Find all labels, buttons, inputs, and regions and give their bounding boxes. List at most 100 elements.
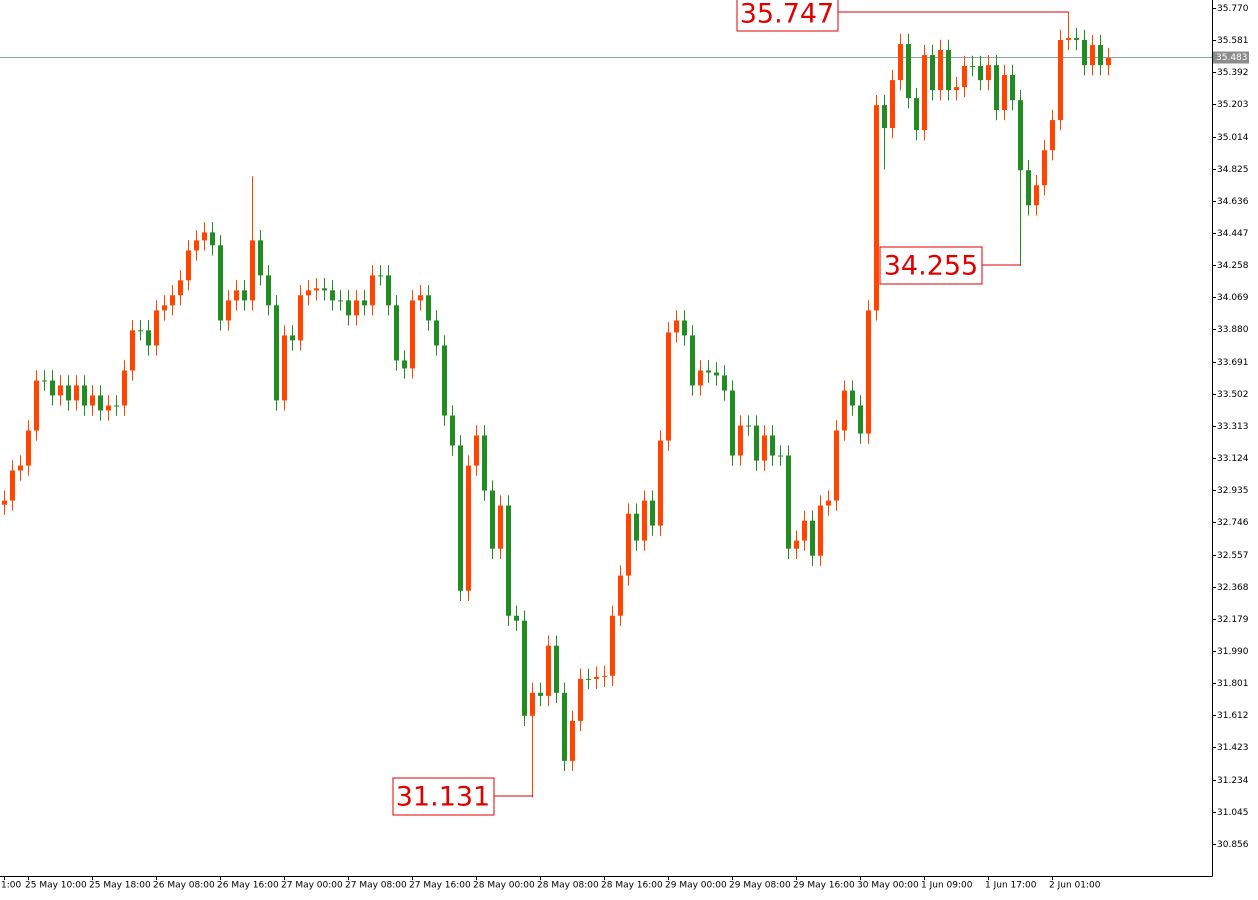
candle-body xyxy=(58,385,63,396)
candle-body xyxy=(306,290,311,296)
candle-body xyxy=(1106,58,1111,66)
candle-body xyxy=(298,295,303,341)
y-tick-label: 30.856 xyxy=(1217,840,1249,850)
candle-body xyxy=(570,720,575,761)
x-tick-label: 29 May 16:00 xyxy=(793,881,855,891)
y-tick-label: 34.258 xyxy=(1217,261,1249,271)
current-price-box xyxy=(1213,51,1249,64)
candle-body xyxy=(722,375,727,391)
candle-body xyxy=(362,300,367,306)
candle-body xyxy=(1026,170,1031,206)
candle-body xyxy=(578,678,583,721)
candle-body xyxy=(826,500,831,506)
candle-body xyxy=(1034,185,1039,206)
candle-body xyxy=(522,620,527,716)
annotation-box xyxy=(736,0,839,32)
candle-body xyxy=(266,275,271,306)
candle-body xyxy=(490,490,495,549)
x-tick-label: 25 May 10:00 xyxy=(25,881,87,891)
candle-body xyxy=(170,295,175,306)
candle-body xyxy=(1050,120,1055,151)
annotation-connector xyxy=(494,795,533,798)
candle-body xyxy=(962,65,967,88)
candle-body xyxy=(162,305,167,311)
candle-body xyxy=(410,300,415,369)
candle-body xyxy=(234,290,239,301)
candle-body xyxy=(386,275,391,306)
y-tick-label: 35.014 xyxy=(1217,133,1249,143)
candle-body xyxy=(498,505,503,549)
candle-body xyxy=(994,65,999,111)
candle-body xyxy=(322,288,327,291)
candle-body xyxy=(274,305,279,401)
y-tick-label: 32.746 xyxy=(1217,518,1249,528)
candle-body xyxy=(194,240,199,251)
candle-body xyxy=(882,105,887,129)
candle-body xyxy=(538,692,543,696)
x-tick-label: 30 May 00:00 xyxy=(857,881,919,891)
candle-body xyxy=(242,290,247,301)
x-tick-label: 25 May 18:00 xyxy=(89,881,151,891)
candle-body xyxy=(226,300,231,321)
candle-body xyxy=(730,390,735,456)
candle-body xyxy=(314,288,319,291)
candle-body xyxy=(818,505,823,556)
candle-body xyxy=(874,105,879,311)
x-tick-label: 28 May 16:00 xyxy=(601,881,663,891)
x-tick-label: 2 Jun 01:00 xyxy=(1049,881,1101,891)
candle-body xyxy=(1090,45,1095,66)
candle-body xyxy=(402,360,407,369)
candle-body xyxy=(506,505,511,616)
candle-body xyxy=(82,385,87,406)
candle-body xyxy=(634,513,639,541)
candle-body xyxy=(66,385,71,401)
candle-body xyxy=(554,645,559,693)
candle-body xyxy=(530,692,535,716)
x-tick-label: 26 May 08:00 xyxy=(153,881,215,891)
candle-body xyxy=(922,55,927,131)
candle-body xyxy=(106,405,111,411)
candle-body xyxy=(770,435,775,456)
candle-body xyxy=(650,500,655,526)
candle-body xyxy=(802,520,807,541)
candle-body xyxy=(330,290,335,301)
x-tick-label: 27 May 16:00 xyxy=(409,881,471,891)
x-tick-label: 28 May 08:00 xyxy=(537,881,599,891)
candle-body xyxy=(482,435,487,491)
y-tick-label: 33.124 xyxy=(1217,454,1249,464)
candle-body xyxy=(890,80,895,129)
y-tick-label: 35.581 xyxy=(1217,36,1249,46)
x-tick-label: 29 May 08:00 xyxy=(729,881,791,891)
annotation-box xyxy=(392,777,495,816)
candle-body xyxy=(714,372,719,376)
y-tick-label: 31.801 xyxy=(1217,679,1249,689)
y-tick-label: 33.880 xyxy=(1217,325,1249,335)
candle-body xyxy=(450,415,455,446)
candle-body xyxy=(370,275,375,306)
candle-body xyxy=(698,370,703,386)
candle-body xyxy=(1074,38,1079,40)
candle-body xyxy=(930,55,935,91)
candle-body xyxy=(2,500,7,505)
candle-body xyxy=(1066,38,1071,40)
candle-body xyxy=(26,430,31,466)
candle-body xyxy=(858,405,863,434)
candle-body xyxy=(250,240,255,301)
candle-body xyxy=(146,330,151,346)
candle-body xyxy=(642,500,647,541)
x-tick-label: 27 May 08:00 xyxy=(345,881,407,891)
candle-body xyxy=(258,240,263,276)
candle-body xyxy=(674,320,679,333)
candle-body xyxy=(418,295,423,301)
candle-body xyxy=(914,98,919,131)
candle-body xyxy=(466,465,471,591)
candle-body xyxy=(50,380,55,396)
candle-body xyxy=(786,455,791,549)
candle-body xyxy=(850,390,855,406)
candle-body xyxy=(354,300,359,316)
candle-body xyxy=(74,385,79,401)
candle-body xyxy=(626,513,631,576)
y-tick-label: 34.069 xyxy=(1217,293,1249,303)
y-tick-label: 31.990 xyxy=(1217,647,1249,657)
